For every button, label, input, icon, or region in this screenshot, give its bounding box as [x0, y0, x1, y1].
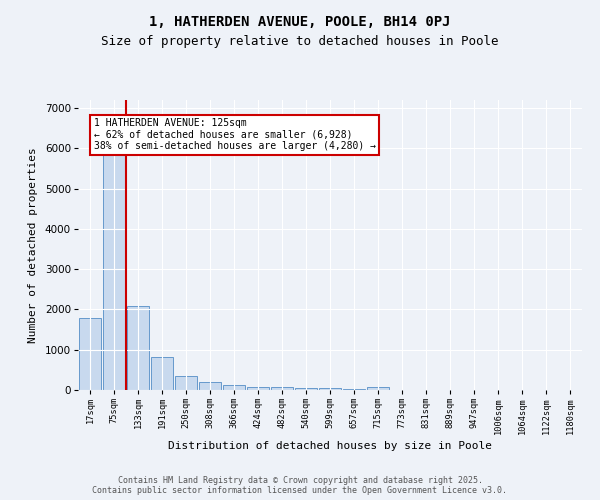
- Bar: [367, 386, 389, 390]
- X-axis label: Distribution of detached houses by size in Poole: Distribution of detached houses by size …: [168, 440, 492, 450]
- Text: Size of property relative to detached houses in Poole: Size of property relative to detached ho…: [101, 35, 499, 48]
- Text: 1, HATHERDEN AVENUE, POOLE, BH14 0PJ: 1, HATHERDEN AVENUE, POOLE, BH14 0PJ: [149, 15, 451, 29]
- Y-axis label: Number of detached properties: Number of detached properties: [28, 147, 38, 343]
- Bar: [343, 389, 365, 390]
- Bar: [103, 154, 125, 390]
- Bar: [175, 376, 197, 390]
- Text: Contains HM Land Registry data © Crown copyright and database right 2025.
Contai: Contains HM Land Registry data © Crown c…: [92, 476, 508, 495]
- Bar: [247, 387, 269, 390]
- Bar: [295, 388, 317, 390]
- Text: 1 HATHERDEN AVENUE: 125sqm
← 62% of detached houses are smaller (6,928)
38% of s: 1 HATHERDEN AVENUE: 125sqm ← 62% of deta…: [94, 118, 376, 152]
- Bar: [319, 388, 341, 390]
- Bar: [127, 306, 149, 390]
- Bar: [151, 356, 173, 390]
- Bar: [223, 386, 245, 390]
- Bar: [79, 318, 101, 390]
- Bar: [199, 382, 221, 390]
- Bar: [271, 388, 293, 390]
